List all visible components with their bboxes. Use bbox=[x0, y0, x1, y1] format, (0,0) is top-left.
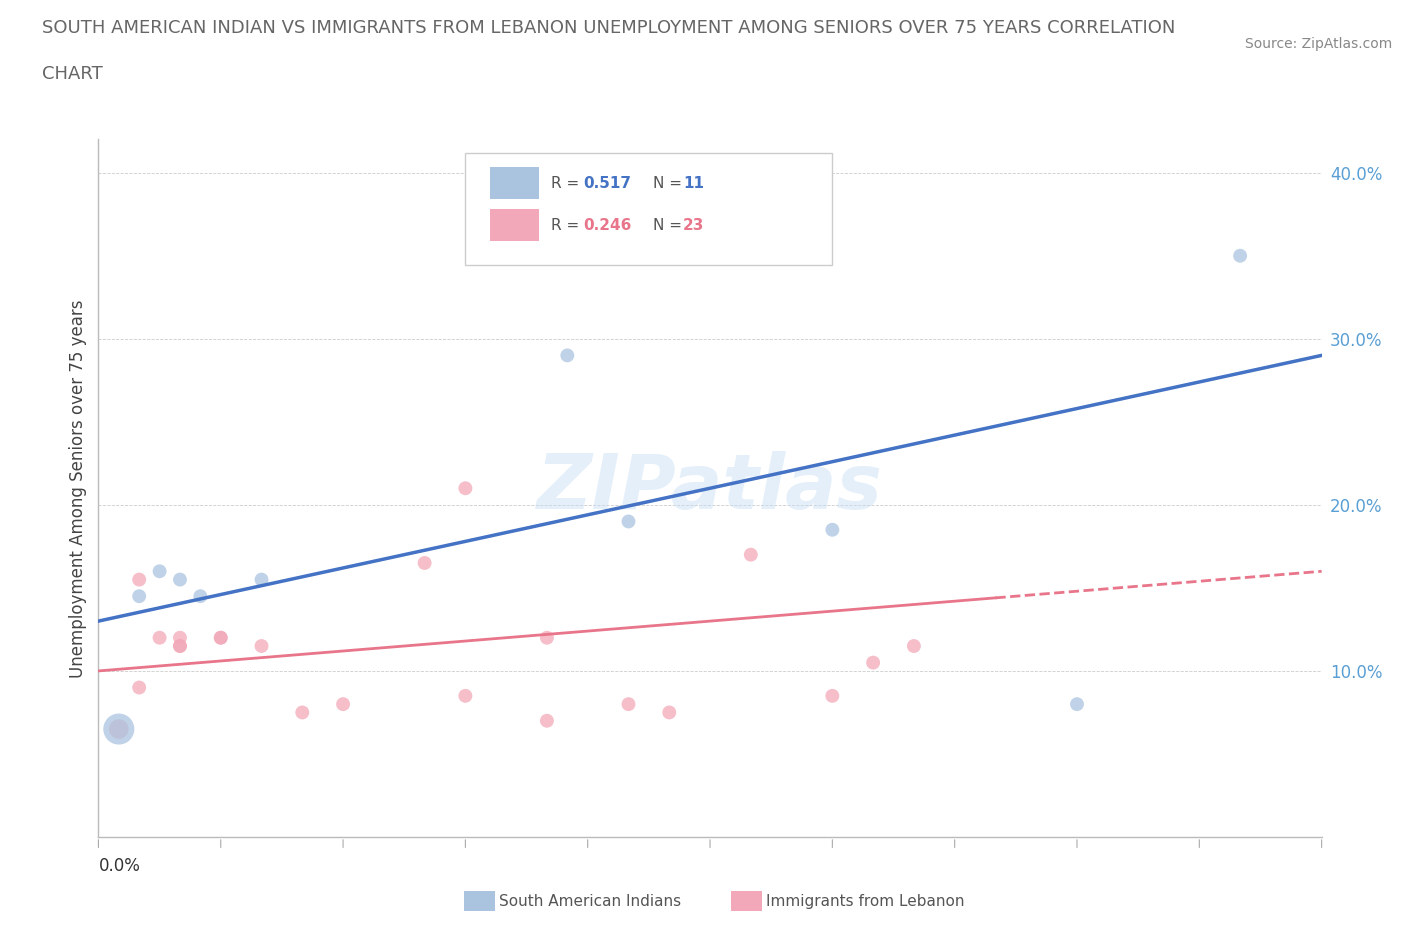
Point bbox=[1066, 697, 1088, 711]
Point bbox=[108, 722, 131, 737]
Point bbox=[821, 523, 844, 538]
Point bbox=[169, 572, 191, 587]
Text: N =: N = bbox=[652, 176, 686, 191]
Text: CHART: CHART bbox=[42, 65, 103, 83]
Text: ZIPatlas: ZIPatlas bbox=[537, 451, 883, 525]
FancyBboxPatch shape bbox=[465, 153, 832, 265]
Point bbox=[169, 639, 191, 654]
Point bbox=[617, 514, 640, 529]
Point bbox=[413, 555, 436, 570]
Bar bbox=[489, 209, 538, 241]
Point bbox=[128, 572, 150, 587]
Text: 0.0%: 0.0% bbox=[98, 857, 141, 874]
Point bbox=[821, 688, 844, 703]
Text: Source: ZipAtlas.com: Source: ZipAtlas.com bbox=[1244, 37, 1392, 51]
Text: Immigrants from Lebanon: Immigrants from Lebanon bbox=[766, 894, 965, 909]
Text: 0.246: 0.246 bbox=[583, 218, 631, 232]
Point bbox=[291, 705, 314, 720]
Text: South American Indians: South American Indians bbox=[499, 894, 682, 909]
Point bbox=[862, 655, 884, 670]
Text: N =: N = bbox=[652, 218, 686, 232]
Text: SOUTH AMERICAN INDIAN VS IMMIGRANTS FROM LEBANON UNEMPLOYMENT AMONG SENIORS OVER: SOUTH AMERICAN INDIAN VS IMMIGRANTS FROM… bbox=[42, 19, 1175, 36]
Point bbox=[332, 697, 354, 711]
Point bbox=[617, 697, 640, 711]
Point bbox=[149, 631, 172, 645]
Bar bbox=[489, 167, 538, 199]
Point bbox=[903, 639, 925, 654]
Point bbox=[658, 705, 681, 720]
Point bbox=[250, 639, 273, 654]
Text: 11: 11 bbox=[683, 176, 704, 191]
Point bbox=[149, 564, 172, 578]
Point bbox=[1229, 248, 1251, 263]
Point bbox=[536, 631, 558, 645]
Text: R =: R = bbox=[551, 176, 583, 191]
Point bbox=[740, 547, 762, 562]
Point bbox=[209, 631, 232, 645]
Point bbox=[128, 680, 150, 695]
Point bbox=[250, 572, 273, 587]
Text: 23: 23 bbox=[683, 218, 704, 232]
Point bbox=[454, 688, 477, 703]
Text: R =: R = bbox=[551, 218, 583, 232]
Point bbox=[169, 639, 191, 654]
Point bbox=[454, 481, 477, 496]
Point bbox=[169, 631, 191, 645]
Point bbox=[555, 348, 579, 363]
Point bbox=[188, 589, 212, 604]
Y-axis label: Unemployment Among Seniors over 75 years: Unemployment Among Seniors over 75 years bbox=[69, 299, 87, 677]
Point bbox=[128, 589, 150, 604]
Point bbox=[209, 631, 232, 645]
Point bbox=[536, 713, 558, 728]
Point bbox=[108, 722, 131, 737]
Text: 0.517: 0.517 bbox=[583, 176, 631, 191]
